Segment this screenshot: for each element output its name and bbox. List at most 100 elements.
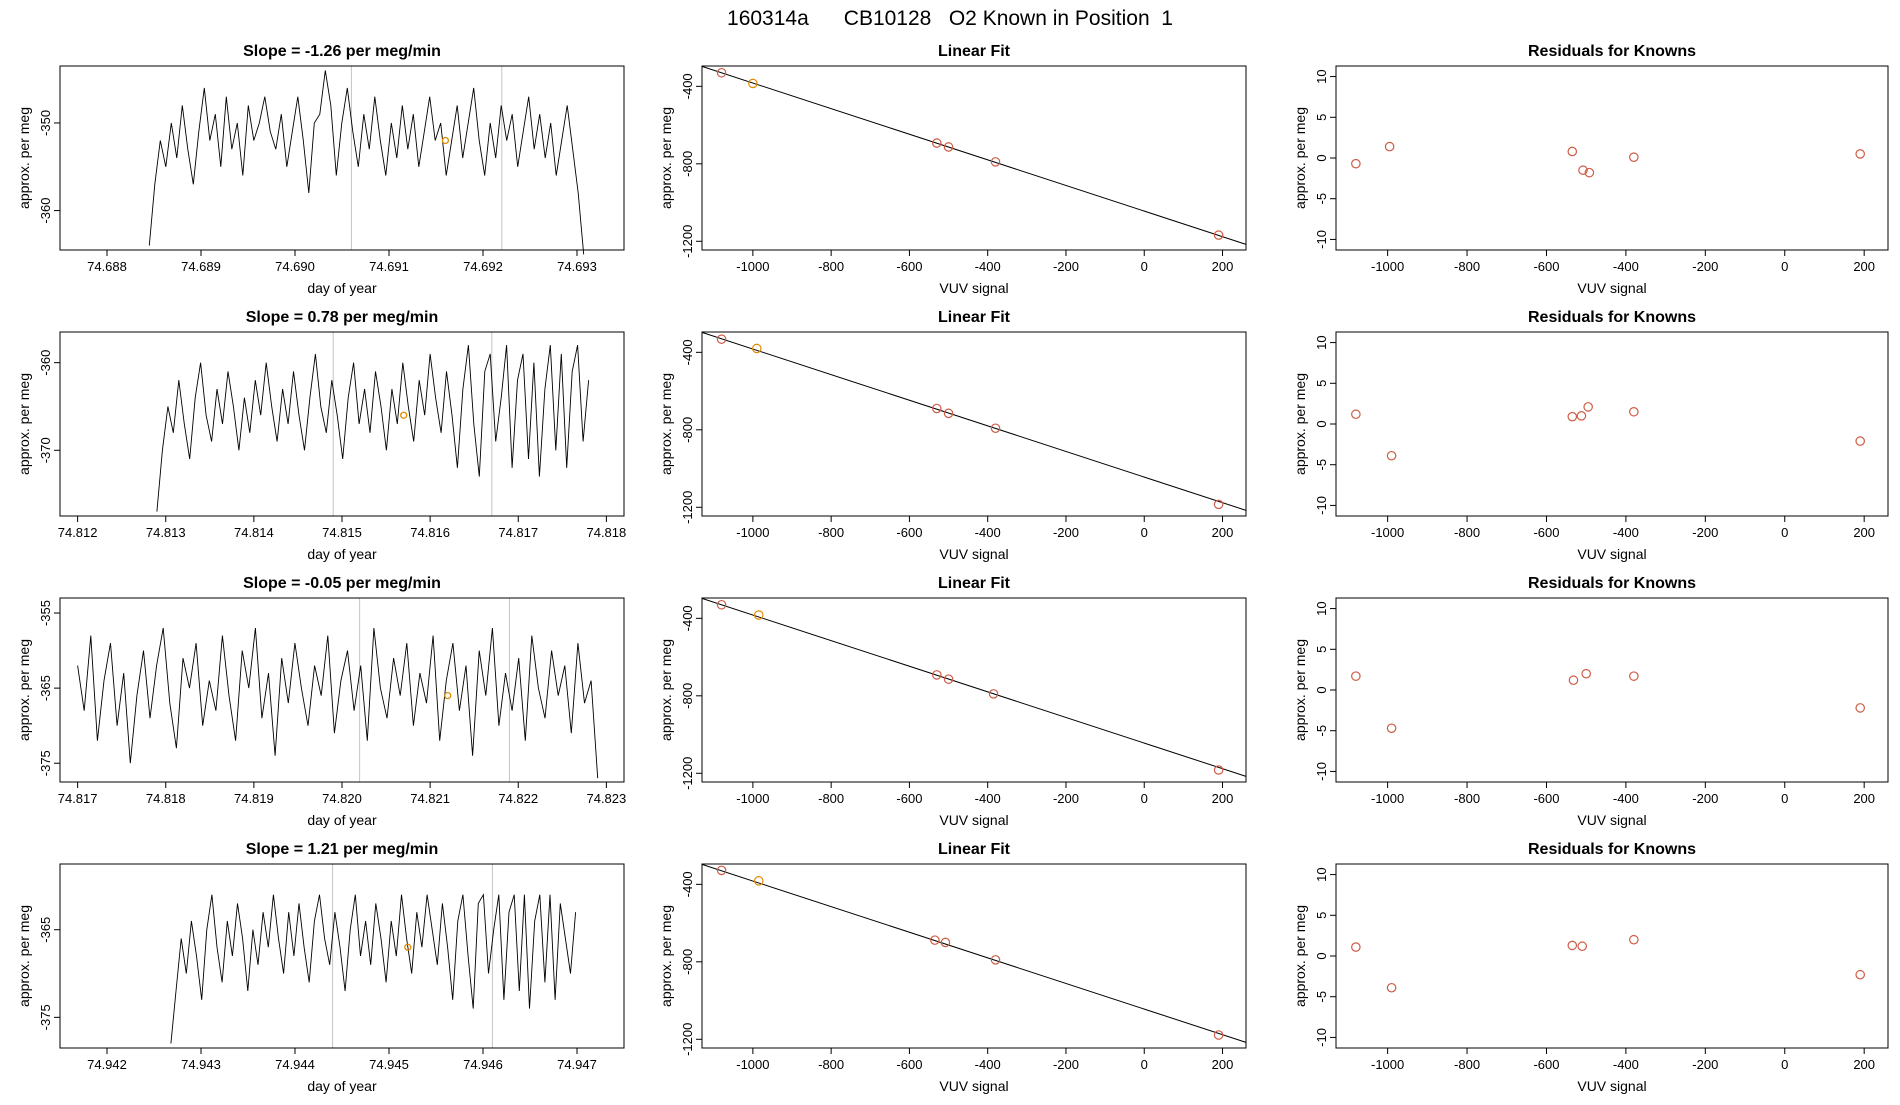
x-tick-label: 200 bbox=[1853, 525, 1875, 540]
data-point bbox=[716, 865, 727, 876]
data-point bbox=[1583, 402, 1593, 412]
plot-box bbox=[1335, 331, 1889, 517]
data-point bbox=[1855, 149, 1866, 159]
x-tick-label: 74.693 bbox=[557, 259, 597, 274]
data-point bbox=[930, 935, 940, 945]
x-axis-label: day of year bbox=[307, 546, 377, 562]
x-tick-label: -600 bbox=[1533, 1057, 1559, 1072]
data-point bbox=[1581, 668, 1591, 679]
plot-cell-row4-col2: -1000 -800 -600 -400 -200 0 200 -1200 -800 -400 Li… bbox=[640, 834, 1270, 1100]
data-point bbox=[716, 599, 727, 610]
y-axis-label: approx. per meg bbox=[658, 107, 674, 209]
y-tick-label: -400 bbox=[680, 339, 695, 365]
plot-cell-row2-col1: 74.812 74.813 74.814 74.815 74.816 74.817 74.8… bbox=[0, 302, 640, 568]
plot-title: Slope = -1.26 per meg/min bbox=[243, 43, 441, 60]
plot-cell-row3-col2: -1000 -800 -600 -400 -200 0 200 -1200 -800 -400 Li… bbox=[640, 568, 1270, 834]
x-tick-label: 200 bbox=[1212, 525, 1234, 540]
data-point bbox=[1629, 406, 1639, 417]
x-tick-label: -600 bbox=[1533, 791, 1559, 806]
plot-title: Slope = -0.05 per meg/min bbox=[243, 575, 441, 592]
y-axis-label: approx. per meg bbox=[16, 639, 32, 741]
data-point bbox=[1386, 450, 1397, 461]
y-tick-label: 5 bbox=[1314, 646, 1329, 653]
data-point bbox=[1855, 703, 1866, 713]
fit-line bbox=[701, 597, 1247, 777]
y-axis-label: approx. per meg bbox=[658, 905, 674, 1007]
y-tick-label: 0 bbox=[1314, 686, 1329, 693]
x-tick-label: 0 bbox=[1141, 791, 1148, 806]
data-point bbox=[1855, 436, 1866, 446]
timeseries-line bbox=[170, 893, 577, 1044]
y-axis-label: approx. per meg bbox=[1292, 639, 1308, 741]
x-tick-label: -800 bbox=[818, 1057, 844, 1072]
x-tick-label: -200 bbox=[1692, 525, 1718, 540]
plot-title: Residuals for Knowns bbox=[1528, 43, 1696, 60]
y-tick-label: 10 bbox=[1314, 867, 1329, 881]
data-point bbox=[1386, 723, 1397, 734]
plot-box bbox=[59, 863, 625, 1049]
x-axis-label: day of year bbox=[307, 280, 377, 296]
highlight-point bbox=[404, 943, 412, 951]
x-tick-label: -800 bbox=[1454, 259, 1480, 274]
plot-title: Residuals for Knowns bbox=[1528, 575, 1696, 592]
y-tick-label: -5 bbox=[1314, 459, 1329, 471]
y-tick-label: -375 bbox=[38, 1004, 53, 1030]
data-point bbox=[932, 403, 942, 414]
x-tick-label: -1000 bbox=[736, 259, 769, 274]
x-tick-label: 74.812 bbox=[58, 525, 98, 540]
x-axis-label: VUV signal bbox=[1577, 812, 1646, 828]
plot-box bbox=[701, 331, 1247, 517]
data-point bbox=[1384, 141, 1395, 152]
data-point bbox=[990, 955, 1001, 965]
x-tick-label: -1000 bbox=[736, 791, 769, 806]
plot-grid: 74.688 74.689 74.690 74.691 74.692 74.693 -360… bbox=[0, 36, 1900, 1100]
linear-fit-plot-row4: -1000 -800 -600 -400 -200 0 200 -1200 -800 -400 Li… bbox=[658, 841, 1247, 1094]
x-tick-label: -800 bbox=[818, 259, 844, 274]
y-tick-label: -375 bbox=[38, 750, 53, 776]
fit-line bbox=[701, 65, 1247, 245]
x-tick-label: -800 bbox=[818, 791, 844, 806]
x-tick-label: 74.814 bbox=[234, 525, 274, 540]
data-point bbox=[932, 670, 942, 680]
x-tick-label: -600 bbox=[1533, 525, 1559, 540]
x-tick-label: -400 bbox=[975, 791, 1001, 806]
x-tick-label: 74.944 bbox=[275, 1057, 315, 1072]
x-tick-label: -200 bbox=[1692, 1057, 1718, 1072]
x-tick-label: 74.821 bbox=[410, 791, 450, 806]
x-axis-label: VUV signal bbox=[939, 546, 1008, 562]
x-tick-label: -400 bbox=[975, 259, 1001, 274]
y-tick-label: -365 bbox=[38, 917, 53, 943]
y-tick-label: -1200 bbox=[680, 757, 695, 790]
data-point bbox=[1577, 941, 1588, 952]
data-point bbox=[990, 423, 1001, 434]
x-tick-label: 200 bbox=[1212, 1057, 1234, 1072]
x-tick-label: 74.818 bbox=[146, 791, 186, 806]
y-tick-label: -400 bbox=[680, 605, 695, 631]
x-tick-label: -400 bbox=[1613, 1057, 1639, 1072]
data-point bbox=[1213, 765, 1224, 775]
y-tick-label: -10 bbox=[1314, 762, 1329, 781]
plot-title: Linear Fit bbox=[938, 309, 1011, 326]
x-tick-label: 200 bbox=[1853, 791, 1875, 806]
x-tick-label: 0 bbox=[1781, 1057, 1788, 1072]
x-axis-label: day of year bbox=[307, 812, 377, 828]
timeseries-plot-row2: 74.812 74.813 74.814 74.815 74.816 74.817 74.8… bbox=[16, 309, 626, 562]
plot-box bbox=[701, 597, 1247, 783]
x-tick-label: 74.688 bbox=[87, 259, 127, 274]
plot-cell-row1-col2: -1000 -800 -600 -400 -200 0 200 -1200 -800 -400 Li… bbox=[640, 36, 1270, 302]
y-tick-label: -355 bbox=[38, 600, 53, 626]
y-axis-label: approx. per meg bbox=[16, 107, 32, 209]
fit-line bbox=[701, 331, 1247, 511]
data-point bbox=[1855, 969, 1866, 980]
data-point bbox=[1576, 411, 1587, 421]
x-tick-label: 200 bbox=[1212, 791, 1234, 806]
x-tick-label: 0 bbox=[1141, 1057, 1148, 1072]
timeseries-line bbox=[156, 345, 590, 512]
x-tick-label: -600 bbox=[896, 791, 922, 806]
x-tick-label: 74.816 bbox=[410, 525, 450, 540]
x-tick-label: -1000 bbox=[736, 1057, 769, 1072]
x-tick-label: 74.813 bbox=[146, 525, 186, 540]
y-tick-label: 5 bbox=[1314, 114, 1329, 121]
residuals-plot-row3: -1000 -800 -600 -400 -200 0 200 -10 -5 0 5 10 Residu… bbox=[1292, 575, 1889, 828]
y-axis-label: approx. per meg bbox=[1292, 905, 1308, 1007]
